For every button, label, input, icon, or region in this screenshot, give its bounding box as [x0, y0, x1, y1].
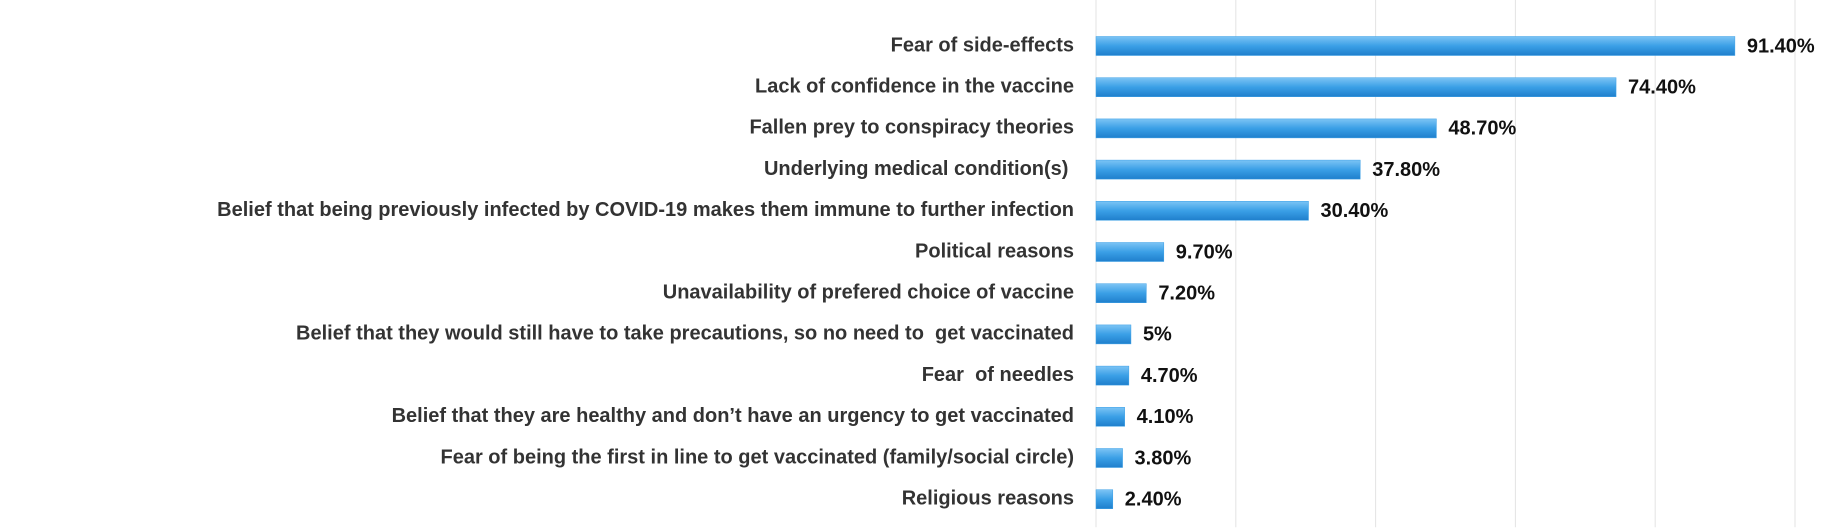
- bar: [1095, 283, 1147, 303]
- y-tick-label: Belief that they are healthy and don’t h…: [392, 405, 1074, 427]
- y-tick-label: Unavailability of prefered choice of vac…: [663, 281, 1074, 303]
- value-label: 48.70%: [1448, 118, 1516, 140]
- value-label: 4.70%: [1141, 365, 1198, 387]
- y-tick-label: Fallen prey to conspiracy theories: [749, 117, 1074, 139]
- y-tick-label: Fear of side-effects: [891, 34, 1074, 56]
- value-label: 3.80%: [1135, 447, 1192, 469]
- bar: [1095, 242, 1165, 262]
- bar: [1095, 448, 1123, 468]
- y-tick-label: Belief that being previously infected by…: [217, 199, 1074, 221]
- value-label: 9.70%: [1176, 241, 1233, 263]
- bar: [1095, 201, 1309, 221]
- bar: [1095, 118, 1437, 139]
- y-tick-label: Underlying medical condition(s): [764, 158, 1074, 180]
- y-tick-label: Political reasons: [915, 240, 1074, 262]
- bar: [1095, 407, 1125, 427]
- y-tick-label: Belief that they would still have to tak…: [296, 323, 1074, 345]
- bar: [1095, 365, 1130, 386]
- value-label: 2.40%: [1125, 488, 1182, 510]
- value-label: 30.40%: [1320, 200, 1388, 222]
- bar: [1095, 489, 1114, 509]
- y-tick-label: Fear of being the first in line to get v…: [441, 446, 1075, 468]
- y-tick-label: Fear of needles: [922, 364, 1074, 386]
- y-tick-label: Religious reasons: [902, 487, 1074, 509]
- value-label: 4.10%: [1137, 406, 1194, 428]
- bar: [1095, 159, 1361, 180]
- value-label: 5%: [1143, 324, 1172, 346]
- y-tick-label: Lack of confidence in the vaccine: [755, 75, 1074, 97]
- value-label: 7.20%: [1158, 282, 1215, 304]
- value-label: 91.40%: [1747, 35, 1815, 57]
- bar: [1095, 324, 1132, 345]
- value-label: 74.40%: [1628, 76, 1696, 98]
- value-label: 37.80%: [1372, 159, 1440, 181]
- bar: [1095, 36, 1736, 56]
- bar: [1095, 77, 1617, 97]
